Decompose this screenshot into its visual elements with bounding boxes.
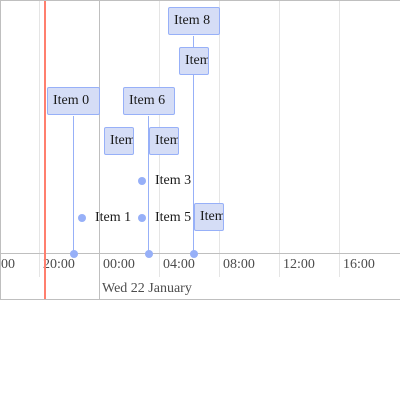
time-axis-label: 00 [1, 257, 15, 272]
point-item-label: Item 5 [155, 210, 192, 225]
item-connector-line [73, 116, 74, 253]
time-axis-label: 04:00 [163, 257, 195, 272]
timeline-item-7[interactable]: Item [179, 47, 209, 75]
timeline-item-0[interactable]: Item 0 [47, 87, 100, 115]
gridline [39, 1, 40, 277]
timeline-item-2[interactable]: Item [104, 127, 134, 155]
item-axis-dot [70, 250, 78, 258]
point-dot [138, 177, 146, 185]
time-axis-label: 16:00 [343, 257, 375, 272]
timeline[interactable]: 00 20:00 00:00 04:00 08:00 12:00 16:00 W… [0, 0, 400, 300]
item-connector-line [148, 116, 149, 253]
gridline [339, 1, 340, 277]
point-dot [138, 214, 146, 222]
date-axis-label: Wed 22 January [102, 281, 192, 296]
timeline-item-9[interactable]: Item [194, 203, 224, 231]
gridline-major [99, 1, 100, 299]
current-time-marker [44, 1, 46, 299]
time-axis-line [1, 253, 400, 254]
gridline [279, 1, 280, 277]
time-axis-label: 12:00 [283, 257, 315, 272]
time-axis-label: 00:00 [103, 257, 135, 272]
gridline [219, 1, 220, 277]
timeline-item-8[interactable]: Item 8 [168, 7, 220, 35]
point-item-label: Item 1 [95, 210, 132, 225]
timeline-item-4[interactable]: Item [149, 127, 179, 155]
item-connector-line [193, 36, 194, 253]
time-axis-label: 20:00 [43, 257, 75, 272]
point-item-label: Item 3 [155, 173, 192, 188]
item-axis-dot [145, 250, 153, 258]
timeline-item-6[interactable]: Item 6 [123, 87, 175, 115]
time-axis-label: 08:00 [223, 257, 255, 272]
point-dot [78, 214, 86, 222]
item-axis-dot [190, 250, 198, 258]
